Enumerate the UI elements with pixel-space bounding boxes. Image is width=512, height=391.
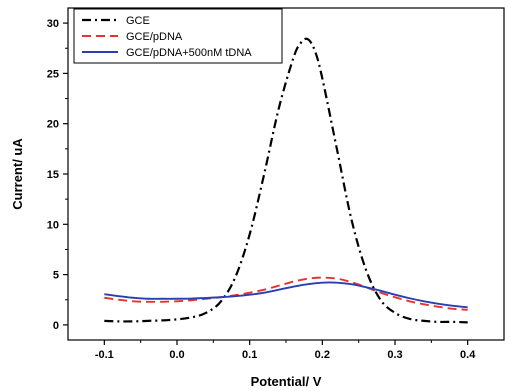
ticks-group: -0.1 0.0 0.1 0.2 0.3 0.4 0 5 10 15 20 25 30 <box>47 18 476 361</box>
y-tick-label: 5 <box>53 270 59 282</box>
y-tick-label: 0 <box>53 320 59 332</box>
x-tick-label: 0.2 <box>315 349 330 361</box>
legend-entry-label: GCE <box>126 15 150 27</box>
legend: GCE GCE/pDNA GCE/pDNA+500nM tDNA <box>73 8 283 64</box>
series-line-1 <box>104 37 468 324</box>
y-tick-label: 25 <box>47 68 59 80</box>
legend-box <box>73 8 283 64</box>
x-axis-title: Potential/ V <box>251 374 322 389</box>
y-tick-label: 15 <box>47 169 59 181</box>
series-line-3 <box>104 281 468 309</box>
y-tick-label: 10 <box>47 219 59 231</box>
y-tick-label: 20 <box>47 119 59 131</box>
legend-entry-label: GCE/pDNA <box>126 31 183 43</box>
x-tick-label: 0.3 <box>387 349 402 361</box>
series-group <box>104 37 468 324</box>
x-tick-label: 0.4 <box>460 349 476 361</box>
x-tick-label: -0.1 <box>95 349 114 361</box>
x-tick-label: 0.1 <box>242 349 257 361</box>
y-tick-label: 30 <box>47 18 59 30</box>
legend-entry-label: GCE/pDNA+500nM tDNA <box>126 47 252 59</box>
x-tick-label: 0.0 <box>169 349 184 361</box>
y-axis-title: Current/ uA <box>10 138 25 210</box>
series-line-2 <box>104 276 468 311</box>
